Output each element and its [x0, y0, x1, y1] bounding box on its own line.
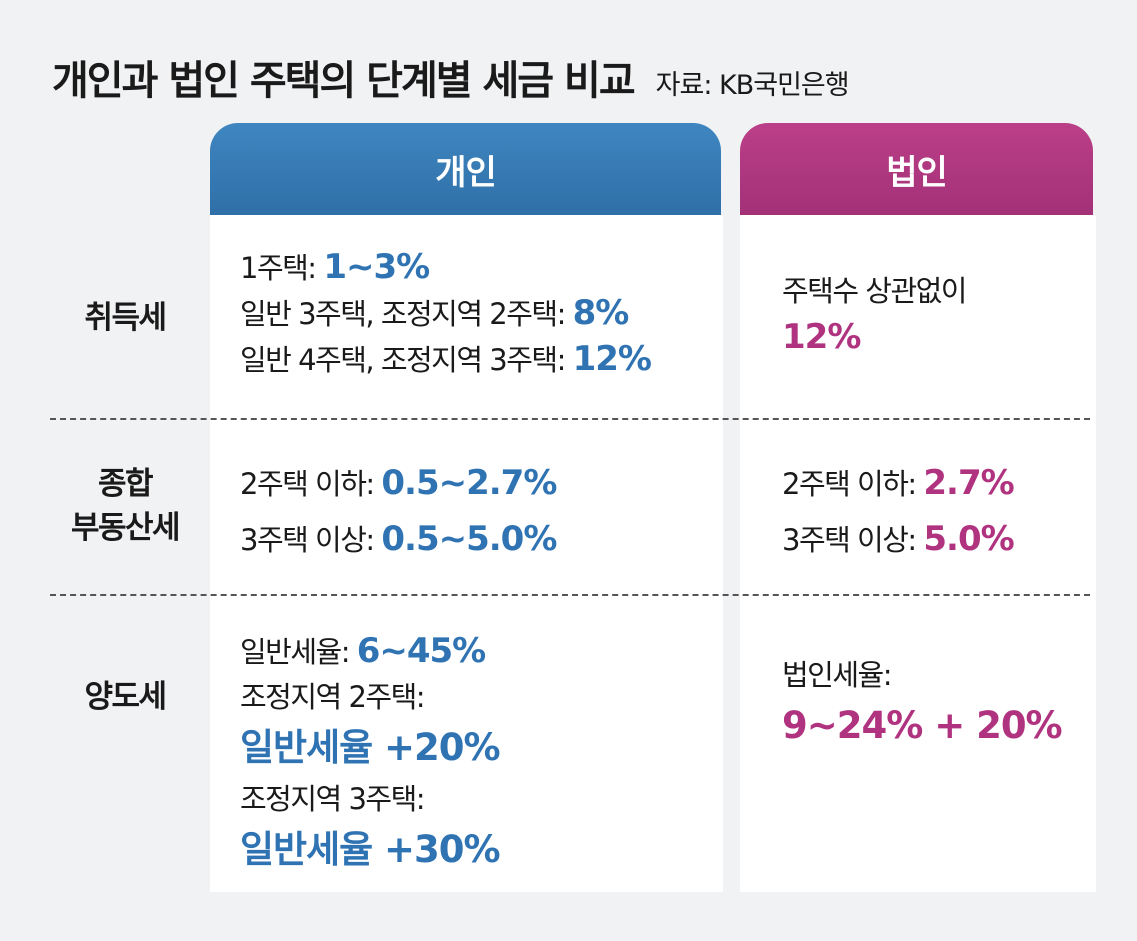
acquisition-personal-cell: 1주택: 1~3% 일반 3주택, 조정지역 2주택: 8% 일반 4주택, 조…	[240, 244, 652, 382]
rate-value: 5.0%	[923, 519, 1014, 559]
condition-text: 1주택:	[240, 251, 324, 285]
personal-panel	[210, 215, 723, 892]
personal-column-header: 개인	[210, 123, 721, 215]
corporate-column-header: 법인	[740, 123, 1093, 215]
transfer-personal-line: 일반세율 +30%	[240, 822, 501, 878]
corporate-panel	[740, 215, 1096, 892]
condition-text: 2주택 이하:	[240, 467, 382, 501]
row-divider	[50, 594, 1090, 596]
rate-value: 일반세율 +20%	[240, 726, 501, 769]
row-label-transfer-tax: 양도세	[84, 679, 167, 715]
rate-value: 6~45%	[356, 631, 487, 671]
rate-value: 9~24% + 20%	[782, 704, 1063, 747]
rate-value: 2.7%	[923, 463, 1014, 503]
comprehensive-corporate-line: 3주택 이상: 5.0%	[782, 511, 1015, 567]
condition-text: 일반 3주택, 조정지역 2주택:	[240, 297, 573, 331]
condition-text: 법인세율:	[782, 658, 892, 692]
rate-value: 0.5~5.0%	[381, 519, 557, 559]
condition-text: 일반 4주택, 조정지역 3주택:	[240, 343, 573, 377]
acquisition-personal-line: 1주택: 1~3%	[240, 244, 651, 290]
transfer-corporate-cell: 법인세율: 9~24% + 20%	[782, 652, 1063, 754]
title-row: 개인과 법인 주택의 단계별 세금 비교 자료: KB국민은행	[52, 48, 850, 106]
row-label-line: 종합	[97, 466, 154, 502]
condition-text: 조정지역 2주택:	[240, 680, 426, 714]
acquisition-personal-line: 일반 3주택, 조정지역 2주택: 8%	[240, 290, 651, 336]
condition-text: 3주택 이상:	[240, 523, 382, 557]
comprehensive-corporate-line: 2주택 이하: 2.7%	[782, 455, 1015, 511]
transfer-personal-line: 일반세율 +20%	[240, 720, 501, 776]
rate-value: 12%	[782, 317, 861, 357]
condition-text: 일반세율:	[240, 635, 357, 669]
rate-value: 일반세율 +30%	[240, 828, 501, 871]
condition-text: 주택수 상관없이	[782, 274, 967, 308]
source-label: 자료: KB국민은행	[655, 70, 850, 101]
row-divider	[50, 418, 1090, 420]
acquisition-personal-line: 일반 4주택, 조정지역 3주택: 12%	[240, 336, 652, 382]
comprehensive-personal-cell: 2주택 이하: 0.5~2.7% 3주택 이상: 0.5~5.0%	[240, 455, 557, 567]
page-title: 개인과 법인 주택의 단계별 세금 비교	[52, 58, 636, 104]
condition-text: 조정지역 3주택:	[240, 782, 426, 816]
row-label-comprehensive-tax: 종합 부동산세	[40, 462, 210, 550]
transfer-personal-line: 일반세율: 6~45%	[240, 628, 500, 674]
comprehensive-personal-line: 3주택 이상: 0.5~5.0%	[240, 511, 557, 567]
condition-text: 2주택 이하:	[782, 467, 924, 501]
rate-line: 12%	[782, 314, 966, 360]
rate-value: 1~3%	[323, 247, 430, 287]
row-label-acquisition-tax: 취득세	[84, 300, 167, 336]
acquisition-corporate-cell: 주택수 상관없이 12%	[782, 268, 967, 360]
rate-value: 8%	[572, 293, 630, 333]
transfer-personal-cell: 일반세율: 6~45% 조정지역 2주택: 일반세율 +20% 조정지역 3주택…	[240, 628, 501, 878]
comprehensive-personal-line: 2주택 이하: 0.5~2.7%	[240, 455, 557, 511]
rate-value: 0.5~2.7%	[381, 463, 557, 503]
condition-text: 3주택 이상:	[782, 523, 924, 557]
transfer-corporate-line: 9~24% + 20%	[782, 698, 1063, 754]
row-label-line: 부동산세	[70, 510, 181, 546]
rate-value: 12%	[572, 339, 652, 379]
comprehensive-corporate-cell: 2주택 이하: 2.7% 3주택 이상: 5.0%	[782, 455, 1015, 567]
